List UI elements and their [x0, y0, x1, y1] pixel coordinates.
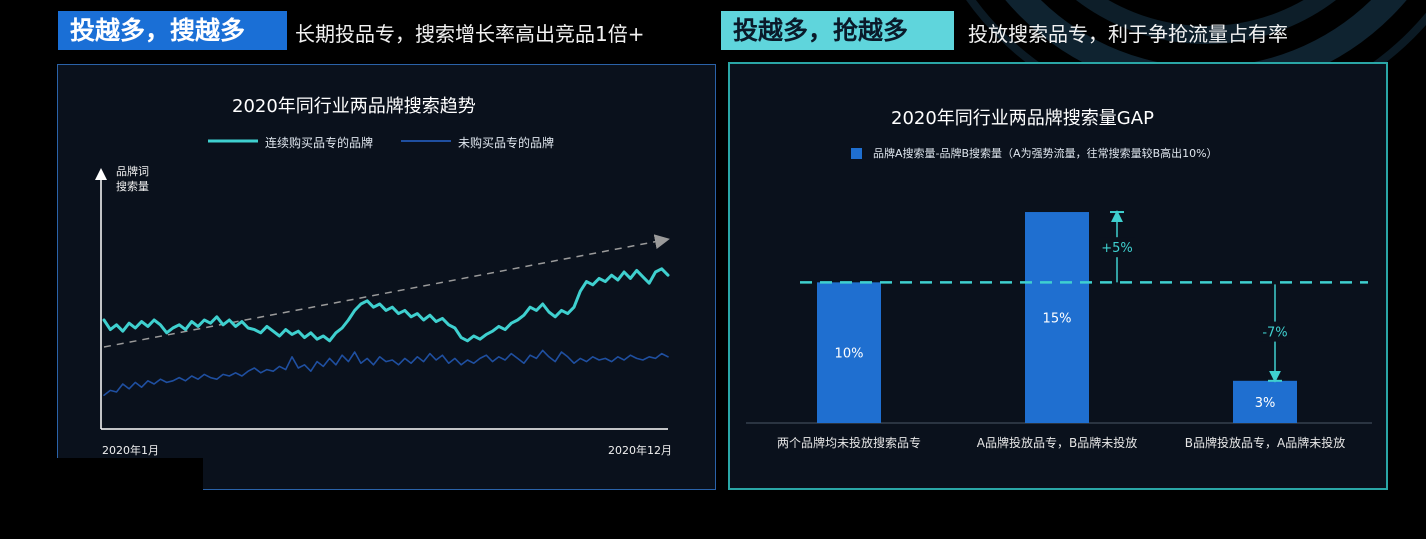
bar-1: [1025, 212, 1089, 423]
bar-2: [1233, 380, 1297, 423]
bar-value-label-2: 3%: [1255, 396, 1276, 411]
line-series-1: [103, 349, 669, 397]
line-series-0: [102, 267, 670, 343]
legend-label-secondary: 未购买品专的品牌: [458, 136, 555, 150]
y-axis-label-line2: 搜索量: [116, 180, 149, 193]
x-axis-label-start: 2020年1月: [102, 444, 159, 457]
trend-arrow: [103, 234, 670, 348]
bar-legend-label: 品牌A搜索量-品牌B搜索量（A为强势流量，往常搜索量较B高出10%）: [873, 147, 1218, 160]
bar-chart-title: 2020年同行业两品牌搜索量GAP: [891, 108, 1154, 129]
bar-0: [817, 282, 881, 423]
category-label-1: A品牌投放品专，B品牌未投放: [977, 435, 1137, 450]
annotation-label-bg-0: [1099, 237, 1135, 258]
x-axis-label-end: 2020年12月: [608, 444, 672, 457]
annotation-label-bg-1: [1257, 321, 1293, 342]
bar-value-label-0: 10%: [835, 347, 864, 362]
header-tag-search: 投越多，搜越多: [58, 11, 287, 50]
y-axis-label-line1: 品牌词: [116, 165, 149, 178]
legend-label-primary: 连续购买品专的品牌: [265, 136, 374, 150]
header-caption-traffic: 投放搜索品专，利于争抢流量占有率: [968, 22, 1288, 46]
line-chart-panel: [57, 64, 716, 490]
bar-legend-swatch: [851, 148, 862, 159]
annotation-label-1: -7%: [1262, 326, 1287, 341]
bar-value-label-1: 15%: [1043, 312, 1072, 327]
annotation-label-0: +5%: [1101, 241, 1133, 256]
category-label-0: 两个品牌均未投放搜索品专: [777, 435, 921, 450]
header-caption-search: 长期投品专，搜索增长率高出竞品1倍+: [295, 22, 645, 46]
line-chart-title: 2020年同行业两品牌搜索趋势: [232, 96, 476, 117]
corner-mask: [57, 458, 203, 498]
header-tag-traffic: 投越多，抢越多: [721, 11, 954, 50]
category-label-2: B品牌投放品专，A品牌未投放: [1185, 435, 1345, 450]
